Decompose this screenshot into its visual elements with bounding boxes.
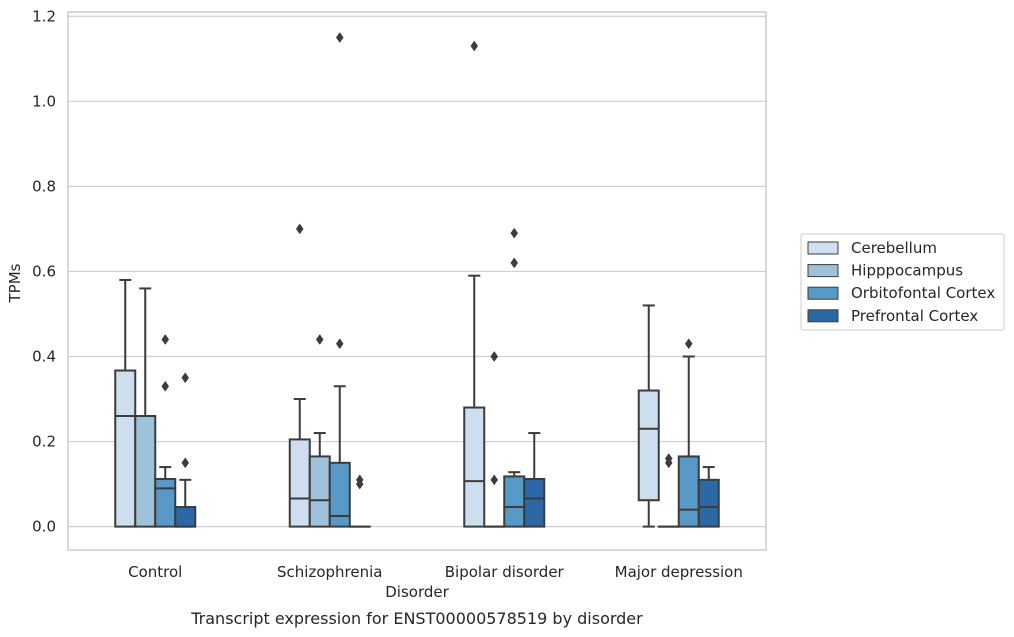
outlier-point <box>161 334 170 345</box>
legend-swatch <box>807 264 839 278</box>
plot-frame <box>67 11 767 551</box>
box-body <box>134 415 157 528</box>
box-body <box>697 478 720 528</box>
outlier-point <box>181 372 190 384</box>
x-tick-label: Control <box>128 563 182 581</box>
x-tick-label: Major depression <box>615 563 743 581</box>
legend-label: Hipppocampus <box>851 262 963 280</box>
box-1-1 <box>114 278 137 528</box>
outlier-point <box>664 453 673 464</box>
box-4-2 <box>348 474 371 528</box>
outlier-point <box>470 40 479 52</box>
box-2-1 <box>134 287 157 528</box>
box-body <box>637 389 660 502</box>
box-3-1 <box>154 334 177 528</box>
outlier-point <box>355 474 364 486</box>
outlier-point <box>490 351 499 362</box>
box-2-3 <box>483 351 506 528</box>
outlier-point <box>510 227 519 239</box>
y-tick-label: 1.0 <box>32 92 56 110</box>
box-1-2 <box>288 223 311 528</box>
y-tick-label: 0.4 <box>32 347 56 365</box>
box-4-3 <box>523 432 546 528</box>
legend-label: Orbitofontal Cortex <box>851 284 995 302</box>
legend-swatch <box>807 286 839 300</box>
y-tick-label: 0.6 <box>32 262 56 280</box>
box-4-1 <box>174 372 197 528</box>
outlier-point <box>684 338 693 350</box>
box-body <box>114 369 137 528</box>
box-body <box>677 455 700 528</box>
legend-swatch <box>807 309 839 323</box>
y-tick-label: 0.2 <box>32 433 56 451</box>
x-tick-label: Schizophrenia <box>277 563 382 581</box>
box-body <box>288 438 311 528</box>
box-body <box>523 477 546 528</box>
legend-label: Prefrontal Cortex <box>851 307 978 325</box>
box-body <box>328 461 351 528</box>
outlier-point <box>510 257 519 269</box>
box-body <box>503 475 526 528</box>
box-body <box>308 455 331 528</box>
outlier-point <box>161 380 170 392</box>
box-body <box>174 506 197 528</box>
outlier-point <box>490 474 499 486</box>
box-2-2 <box>308 334 331 528</box>
chart-caption: Transcript expression for ENST0000057851… <box>190 609 643 628</box>
legend-swatch <box>807 241 839 255</box>
y-tick-label: 0.0 <box>32 518 56 536</box>
x-tick-labels: Control Schizophrenia Bipolar disorder Majo… <box>128 563 743 581</box>
box-1-4 <box>637 304 660 528</box>
box-3-3 <box>503 227 526 528</box>
box-4-4 <box>697 466 720 528</box>
grid-lines <box>68 15 766 528</box>
x-axis-label: Disorder <box>385 583 449 601</box>
legend: Cerebellum Hipppocampus Orbitofontal Corte… <box>800 233 1005 331</box>
box-1-3 <box>463 40 486 528</box>
box-2-4 <box>657 453 680 528</box>
y-tick-label: 1.2 <box>32 7 56 25</box>
box-3-2 <box>328 32 351 528</box>
boxes <box>114 32 720 528</box>
y-tick-label: 0.8 <box>32 177 56 195</box>
x-tick-label: Bipolar disorder <box>445 563 565 581</box>
box-body <box>463 406 486 528</box>
outlier-point <box>181 457 190 469</box>
box-3-4 <box>677 338 700 528</box>
y-tick-labels: 0.0 0.2 0.4 0.6 0.8 1.0 1.2 <box>32 7 56 535</box>
y-axis-label: TPMs <box>6 263 24 303</box>
outlier-point <box>315 334 324 345</box>
outlier-point <box>335 32 344 43</box>
outlier-point <box>335 338 344 350</box>
legend-frame <box>800 233 1005 331</box>
legend-label: Cerebellum <box>851 239 937 257</box>
outlier-point <box>295 223 304 235</box>
box-body <box>154 477 177 528</box>
